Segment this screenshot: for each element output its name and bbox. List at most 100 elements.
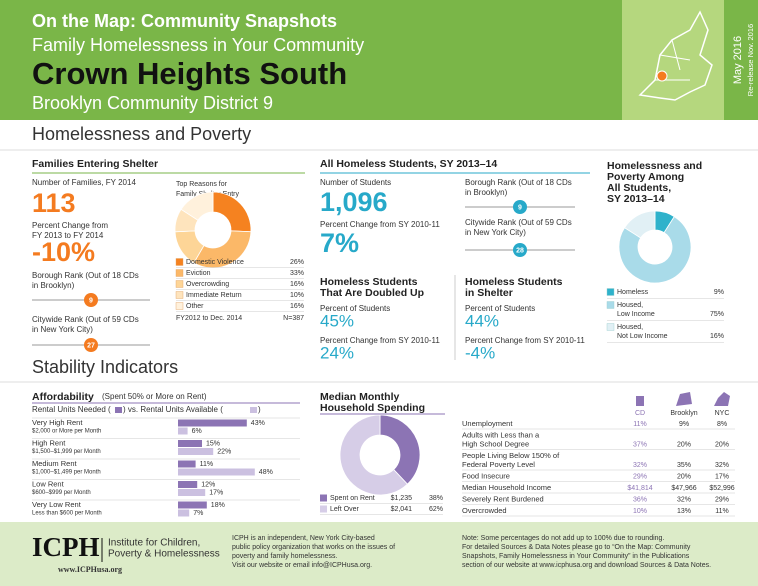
label: Percent of Students: [320, 304, 390, 313]
cell: $47,966: [671, 485, 696, 492]
bar: [178, 460, 196, 468]
legend-swatch: [250, 407, 257, 413]
nyc-map: [638, 10, 713, 101]
label: Percent Change from: [32, 221, 108, 230]
note-text: Snapshots, Family Homelessness in Your C…: [462, 553, 690, 560]
bar-label: 12%: [201, 481, 215, 488]
subsection-title: Homelessness and: [607, 160, 702, 172]
change: -10%: [32, 237, 95, 267]
about-text: public policy organization that works on…: [232, 544, 395, 551]
cell: 9%: [679, 421, 689, 428]
url: www.ICPHusa.org: [58, 565, 122, 574]
legend-label: Housed,: [617, 324, 643, 331]
column-header: NYC: [715, 410, 730, 417]
donut-slice: [624, 210, 656, 239]
rank-marker: [84, 338, 98, 352]
legend-value: 26%: [290, 259, 304, 266]
legend-value: 16%: [290, 303, 304, 310]
bar-label: 11%: [200, 461, 214, 468]
rank-value: 28: [516, 247, 524, 254]
rank-marker: [84, 293, 98, 307]
label: Percent Change from SY 2010-11: [320, 336, 440, 345]
bar: [178, 501, 207, 509]
rank-value: 9: [518, 204, 522, 211]
legend-value: 16%: [710, 333, 724, 340]
value: 24%: [320, 343, 354, 362]
chart-title: Top Reasons for: [176, 181, 228, 188]
cell: 32%: [633, 462, 647, 469]
count: 1,096: [320, 187, 388, 217]
bar: [178, 468, 255, 476]
cell: 10%: [633, 508, 647, 515]
row-label: Federal Poverty Level: [462, 460, 535, 469]
legend-value: 10%: [290, 292, 304, 299]
org-name: Poverty & Homelessness: [108, 549, 220, 560]
row-sublabel: $600–$999 per Month: [32, 490, 91, 496]
map-box: [622, 0, 724, 120]
row-label: Very High Rent: [32, 418, 83, 427]
subsection-title: Household Spending: [320, 402, 425, 414]
icon-brooklyn: [676, 392, 692, 406]
row-label: Very Low Rent: [32, 500, 82, 509]
icon-cd: [636, 396, 644, 406]
bar-label: 18%: [211, 502, 225, 509]
legend-swatch: [175, 258, 184, 266]
row-label: Medium Rent: [32, 459, 78, 468]
row-sublabel: $1,500–$1,999 per Month: [32, 449, 101, 455]
legend-value: 33%: [290, 270, 304, 277]
row-label: Overcrowded: [462, 506, 507, 515]
label: Citywide Rank (Out of 59 CDs: [32, 315, 139, 324]
label: Citywide Rank (Out of 59 CDs: [465, 218, 572, 227]
bar-label: 48%: [259, 469, 273, 476]
legend-text: ): [258, 405, 261, 414]
donut-slice: [339, 414, 408, 496]
cell: 8%: [717, 421, 727, 428]
subsection-title: Families Entering Shelter: [32, 158, 158, 170]
row-label: Adults with Less than a: [462, 430, 540, 439]
rank-marker: [513, 200, 527, 214]
cell: 32%: [715, 462, 729, 469]
section-title: Stability Indicators: [32, 357, 178, 377]
legend-label: Immediate Return: [186, 292, 242, 299]
footer-band: [0, 522, 758, 586]
note-text: section of our website at www.icphusa.or…: [462, 562, 711, 569]
cell: 35%: [677, 462, 691, 469]
rerelease: Re-release Nov. 2016: [746, 24, 755, 96]
label: Percent of Students: [465, 304, 535, 313]
cell: 11%: [715, 508, 729, 515]
legend-swatch: [175, 302, 184, 310]
legend-label: Housed,: [617, 302, 643, 309]
legend-swatch: [320, 505, 327, 513]
rank-value: 27: [87, 342, 95, 349]
column-header: Brooklyn: [670, 410, 697, 417]
change: 7%: [320, 228, 359, 258]
row-label: People Living Below 150% of: [462, 451, 560, 460]
legend-value: 16%: [290, 281, 304, 288]
org-name: Institute for Children,: [108, 538, 200, 549]
label: in New York City): [465, 228, 526, 237]
rank-marker: [513, 243, 527, 257]
label: Number of Families, FY 2014: [32, 178, 136, 187]
legend-value: 38%: [429, 495, 443, 502]
bar: [178, 509, 190, 517]
legend-label: Left Over: [330, 506, 359, 513]
map-location: [656, 70, 668, 82]
subsection-title: Homeless Students: [320, 276, 418, 288]
cell: 20%: [677, 473, 691, 480]
legend-swatch: [115, 407, 122, 413]
district: Brooklyn Community District 9: [32, 93, 273, 113]
legend-label: Spent on Rent: [330, 495, 375, 502]
label: Borough Rank (Out of 18 CDs: [32, 271, 139, 280]
donut-slice: [180, 191, 214, 221]
about-text: poverty and family homelessness.: [232, 553, 337, 560]
cell: $41,814: [627, 485, 652, 492]
legend-swatch: [606, 323, 615, 331]
date: May 2016: [732, 36, 744, 84]
row-label: High Rent: [32, 438, 66, 447]
bar: [178, 419, 247, 427]
cell: 11%: [633, 421, 647, 428]
subsection-title: All Homeless Students, SY 2013–14: [320, 158, 497, 170]
cell: 17%: [715, 473, 729, 480]
cell: $52,996: [709, 485, 734, 492]
cell: 29%: [715, 496, 729, 503]
